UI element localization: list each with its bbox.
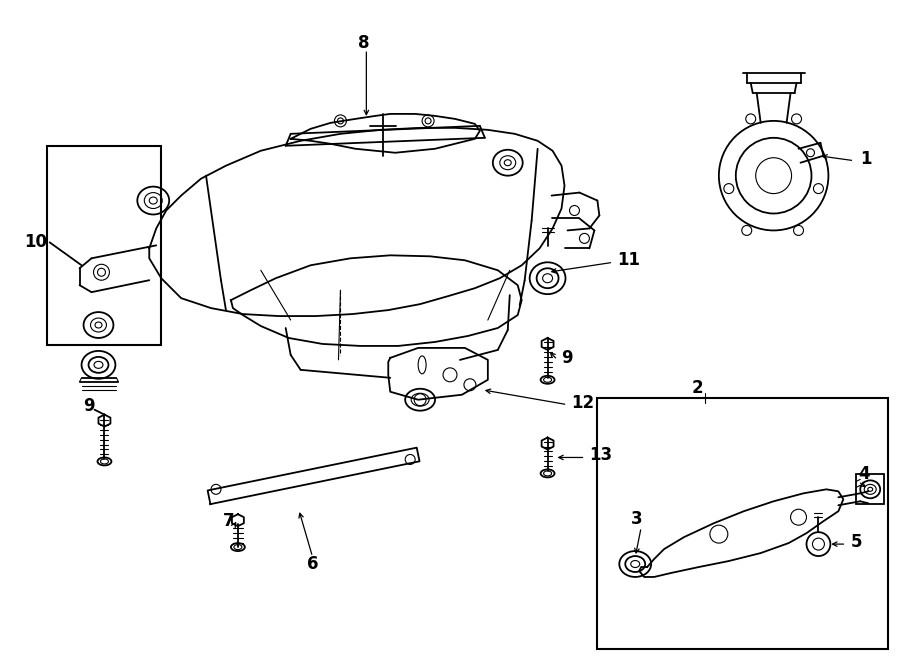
Text: 5: 5 [850,533,862,551]
Text: 11: 11 [617,251,640,269]
Text: 12: 12 [572,394,595,412]
Text: 10: 10 [23,233,47,251]
Text: 9: 9 [562,349,573,367]
Bar [47,146,161,345]
Text: 3: 3 [631,510,643,528]
Bar [856,475,884,504]
Text: 6: 6 [307,555,318,573]
Bar [598,398,888,648]
Text: 7: 7 [223,512,235,530]
Text: 8: 8 [358,34,370,52]
Text: 13: 13 [590,446,613,465]
Text: 2: 2 [691,379,703,397]
Text: 1: 1 [860,150,872,168]
Text: 4: 4 [859,465,870,483]
Text: 9: 9 [84,397,95,414]
